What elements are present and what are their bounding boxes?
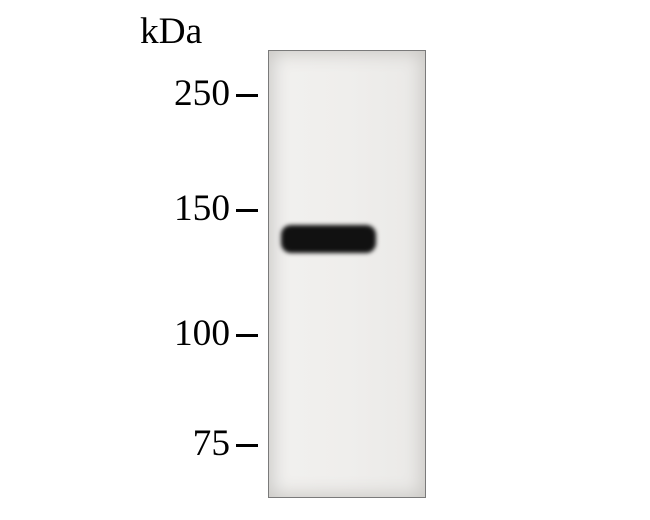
tick-mark-75	[236, 444, 258, 447]
protein-band	[281, 225, 376, 253]
tick-label-75: 75	[193, 422, 230, 465]
tick-mark-150	[236, 209, 258, 212]
blot-lane	[268, 50, 426, 498]
western-blot-figure: kDa 250 150 100 75	[0, 0, 650, 520]
tick-label-100: 100	[174, 312, 230, 355]
tick-label-150: 150	[174, 187, 230, 230]
tick-label-250: 250	[174, 72, 230, 115]
tick-mark-250	[236, 94, 258, 97]
tick-mark-100	[236, 334, 258, 337]
axis-title-kda: kDa	[140, 10, 202, 53]
